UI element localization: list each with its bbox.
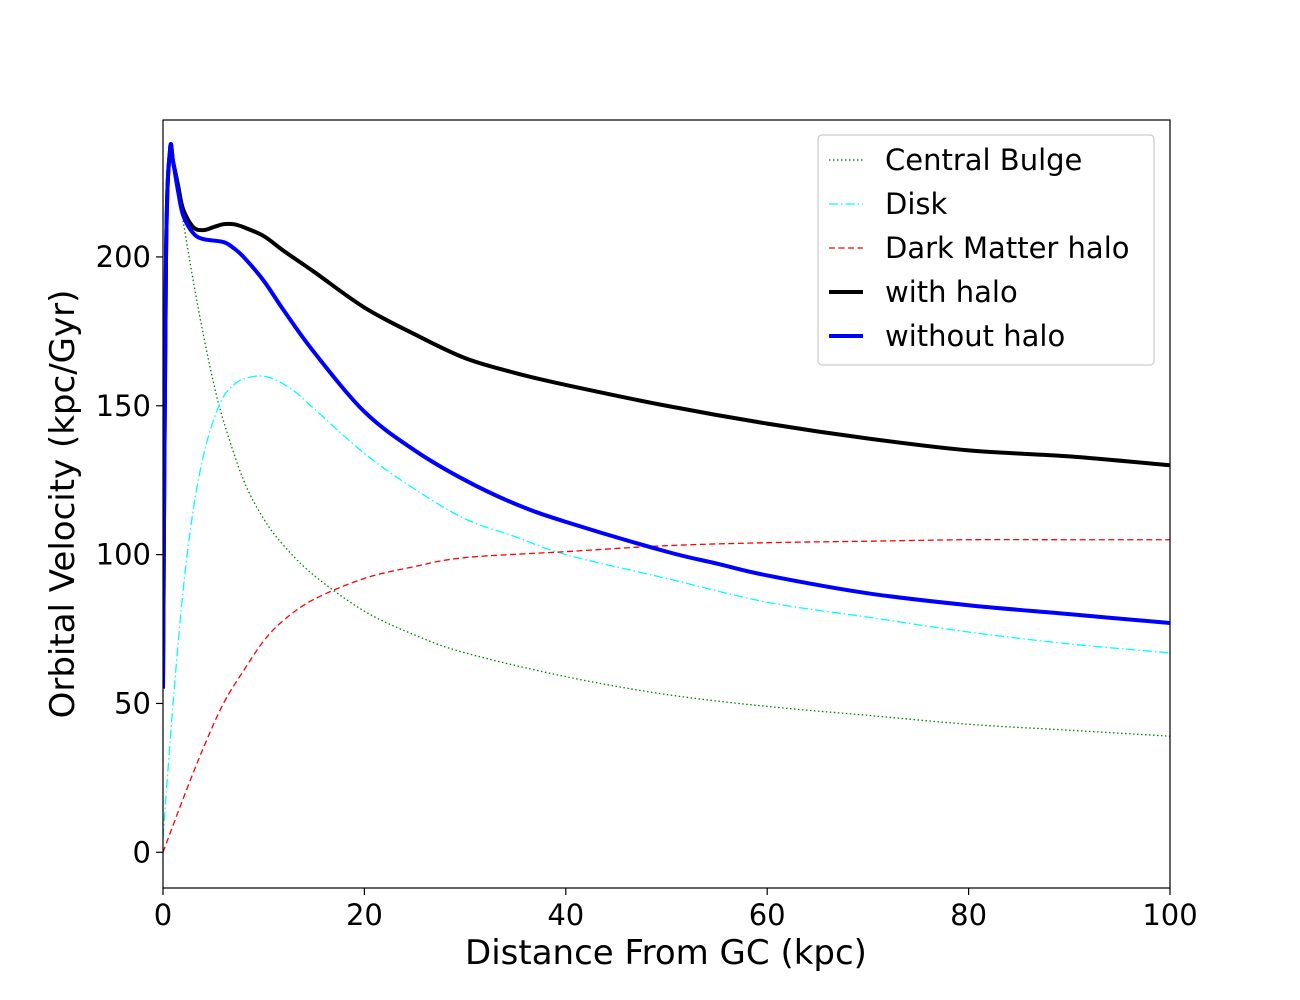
x-tick-label: 20 (346, 898, 383, 932)
legend-label-without-halo: without halo (885, 319, 1065, 353)
x-axis-ticks: 0 20 40 60 80 100 (154, 888, 1198, 932)
y-axis-ticks: 0 50 100 150 200 (96, 240, 163, 869)
legend-label-central-bulge: Central Bulge (885, 143, 1082, 177)
series-line-dark-matter-halo (163, 538, 1170, 853)
legend-label-disk: Disk (885, 187, 947, 221)
series-line-without-halo (163, 141, 1170, 689)
x-tick-label: 100 (1142, 898, 1197, 932)
y-tick-label: 0 (133, 835, 151, 869)
y-tick-label: 150 (96, 389, 151, 423)
y-tick-label: 200 (96, 240, 151, 274)
y-tick-label: 100 (96, 538, 151, 572)
x-tick-label: 40 (547, 898, 584, 932)
plot-area-frame (162, 119, 1171, 889)
legend: Central Bulge Disk Dark Matter halo with ha… (817, 134, 1155, 366)
x-tick-label: 60 (749, 898, 786, 932)
series-layer (163, 141, 1170, 853)
legend-box (817, 134, 1155, 366)
series-line-disk (163, 375, 1170, 838)
y-tick-label: 50 (114, 686, 151, 720)
y-axis-label: Orbital Velocity (kpc/Gyr) (43, 290, 83, 719)
x-tick-label: 80 (950, 898, 987, 932)
legend-label-dark-matter-halo: Dark Matter halo (885, 231, 1130, 265)
x-tick-label: 0 (154, 898, 172, 932)
x-axis-label: Distance From GC (kpc) (465, 933, 867, 973)
legend-label-with-halo: with halo (885, 275, 1018, 309)
